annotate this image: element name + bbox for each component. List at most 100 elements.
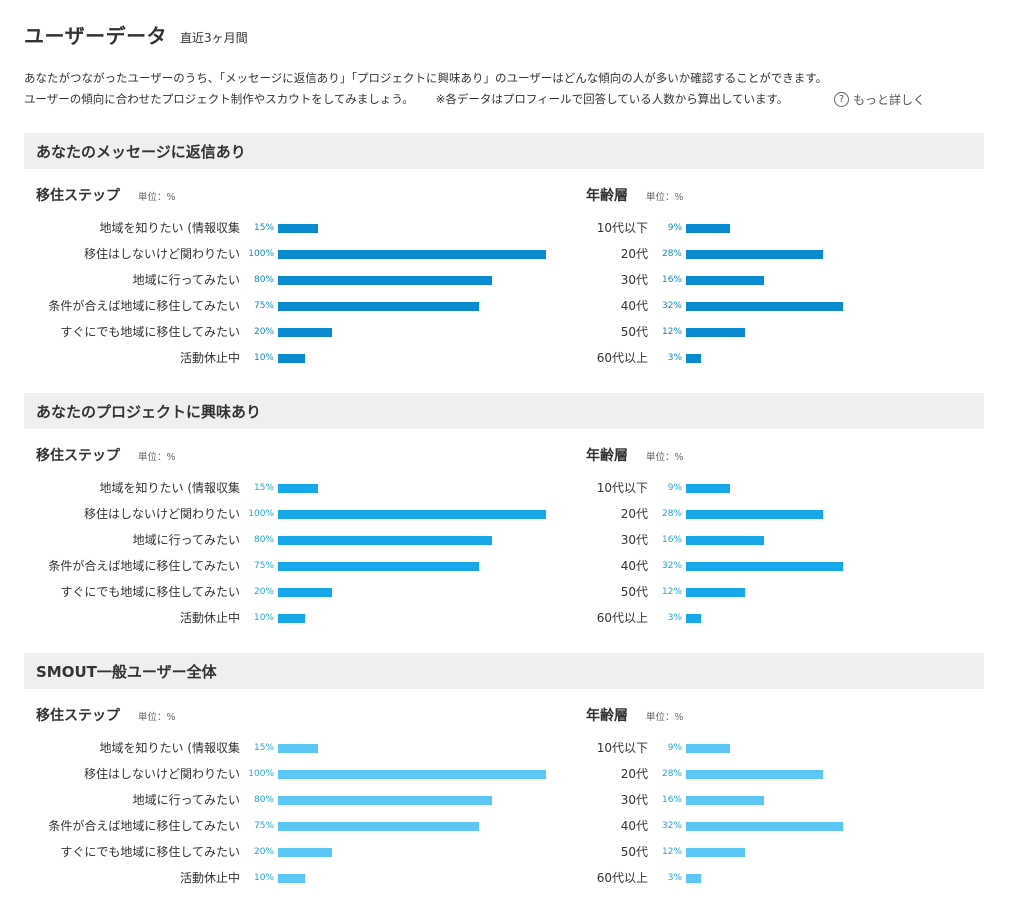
bar [686, 509, 824, 519]
more-details-link[interactable]: ? もっと詳しく [834, 91, 925, 108]
chart-row: 20代 28% [586, 241, 966, 267]
bar [278, 769, 546, 779]
chart-row: 20代 28% [586, 501, 966, 527]
bar [686, 743, 731, 753]
bar [686, 847, 745, 857]
intro-line-2: ユーザーの傾向に合わせたプロジェクト制作やスカウトをしてみましょう。 ※各データは… [24, 89, 984, 110]
category-label: 移住はしないけど関わりたい [83, 507, 240, 521]
chart-rows: 地域を知りたい (情報収集 15% 移住はしないけど関わりたい 100% 地域に行ってみ… [36, 735, 556, 891]
chart-row: 40代 32% [586, 293, 966, 319]
intro-line-1: あなたがつながったユーザーのうち、「メッセージに返信あり」「プロジェクトに興味あ… [24, 71, 828, 85]
bar [278, 743, 319, 753]
chart-age-group: 年齢層 単位：% 10代以下 9% 20代 28% 30代 16% 40代 32% 50代 12% 6… [586, 441, 966, 641]
bar [686, 873, 701, 883]
chart-title: 移住ステップ [36, 708, 120, 724]
chart-unit: 単位：% [138, 712, 176, 723]
chart-unit: 単位：% [646, 712, 684, 723]
chart-row: 地域に行ってみたい 80% [36, 787, 556, 813]
value-label: 16% [661, 795, 682, 805]
chart-rows: 10代以下 9% 20代 28% 30代 16% 40代 32% 50代 12% 60代以上 3% [586, 475, 966, 631]
chart-row: 活動休止中 10% [36, 865, 556, 891]
chart-row: 50代 12% [586, 579, 966, 605]
chart-unit: 単位：% [138, 452, 176, 463]
chart-title: 移住ステップ [36, 448, 120, 464]
chart-row: 地域に行ってみたい 80% [36, 527, 556, 553]
value-label: 9% [667, 743, 682, 753]
chart-row: 10代以下 9% [586, 475, 966, 501]
value-label: 3% [667, 353, 682, 363]
help-icon: ? [834, 92, 849, 107]
chart-title: 年齢層 [586, 448, 628, 464]
category-label: 移住はしないけど関わりたい [83, 247, 240, 261]
value-label: 16% [661, 535, 682, 545]
value-label: 32% [661, 561, 682, 571]
category-label: 20代 [620, 767, 648, 781]
value-label: 80% [253, 535, 274, 545]
bar [278, 249, 546, 259]
chart-row: 地域を知りたい (情報収集 15% [36, 215, 556, 241]
chart-row: 60代以上 3% [586, 345, 966, 371]
chart-unit: 単位：% [138, 192, 176, 203]
value-label: 9% [667, 483, 682, 493]
category-label: 20代 [620, 247, 648, 261]
chart-row: 条件が合えば地域に移住してみたい 75% [36, 813, 556, 839]
category-label: 10代以下 [596, 481, 648, 495]
bar [278, 301, 479, 311]
value-label: 12% [661, 587, 682, 597]
chart-row: すぐにでも地域に移住してみたい 20% [36, 319, 556, 345]
value-label: 100% [248, 509, 274, 519]
category-label: 条件が合えば地域に移住してみたい [48, 299, 240, 313]
value-label: 32% [661, 821, 682, 831]
chart-row: 30代 16% [586, 527, 966, 553]
value-label: 80% [253, 795, 274, 805]
chart-row: 10代以下 9% [586, 735, 966, 761]
value-label: 15% [253, 743, 274, 753]
bar [686, 795, 765, 805]
value-label: 12% [661, 327, 682, 337]
chart-row: 条件が合えば地域に移住してみたい 75% [36, 293, 556, 319]
value-label: 3% [667, 613, 682, 623]
category-label: 地域に行ってみたい [132, 273, 240, 287]
chart-row: 20代 28% [586, 761, 966, 787]
bar [278, 795, 493, 805]
chart-row: 60代以上 3% [586, 605, 966, 631]
bar [278, 821, 479, 831]
bar [278, 483, 319, 493]
chart-rows: 地域を知りたい (情報収集 15% 移住はしないけど関わりたい 100% 地域に行ってみ… [36, 475, 556, 631]
value-label: 32% [661, 301, 682, 311]
chart-migration-step: 移住ステップ 単位：% 地域を知りたい (情報収集 15% 移住はしないけど関わりたい… [36, 441, 556, 641]
value-label: 75% [253, 301, 274, 311]
category-label: 50代 [620, 585, 648, 599]
page-title: ユーザーデータ [24, 24, 168, 48]
category-label: 60代以上 [596, 871, 648, 885]
bar [686, 535, 765, 545]
chart-row: 60代以上 3% [586, 865, 966, 891]
bar [278, 873, 305, 883]
value-label: 12% [661, 847, 682, 857]
chart-title: 年齢層 [586, 188, 628, 204]
category-label: 地域を知りたい (情報収集 [99, 741, 241, 755]
value-label: 28% [661, 769, 682, 779]
bar [278, 275, 493, 285]
chart-title: 年齢層 [586, 708, 628, 724]
category-label: すぐにでも地域に移住してみたい [60, 585, 240, 599]
value-label: 9% [667, 223, 682, 233]
chart-row: 40代 32% [586, 813, 966, 839]
chart-row: 移住はしないけど関わりたい 100% [36, 501, 556, 527]
more-details-label: もっと詳しく [853, 93, 926, 107]
category-label: 活動休止中 [179, 611, 240, 625]
chart-title: 移住ステップ [36, 188, 120, 204]
category-label: 活動休止中 [179, 351, 240, 365]
period-label: 直近3ヶ月間 [180, 31, 248, 45]
chart-row: 活動休止中 10% [36, 345, 556, 371]
category-label: 活動休止中 [179, 871, 240, 885]
chart-row: 移住はしないけど関わりたい 100% [36, 241, 556, 267]
category-label: 10代以下 [596, 221, 648, 235]
category-label: 移住はしないけど関わりたい [83, 767, 240, 781]
chart-rows: 地域を知りたい (情報収集 15% 移住はしないけど関わりたい 100% 地域に行ってみ… [36, 215, 556, 371]
value-label: 15% [253, 223, 274, 233]
chart-row: すぐにでも地域に移住してみたい 20% [36, 839, 556, 865]
category-label: 10代以下 [596, 741, 648, 755]
chart-row: 30代 16% [586, 267, 966, 293]
section-title: あなたのプロジェクトに興味あり [24, 393, 984, 429]
